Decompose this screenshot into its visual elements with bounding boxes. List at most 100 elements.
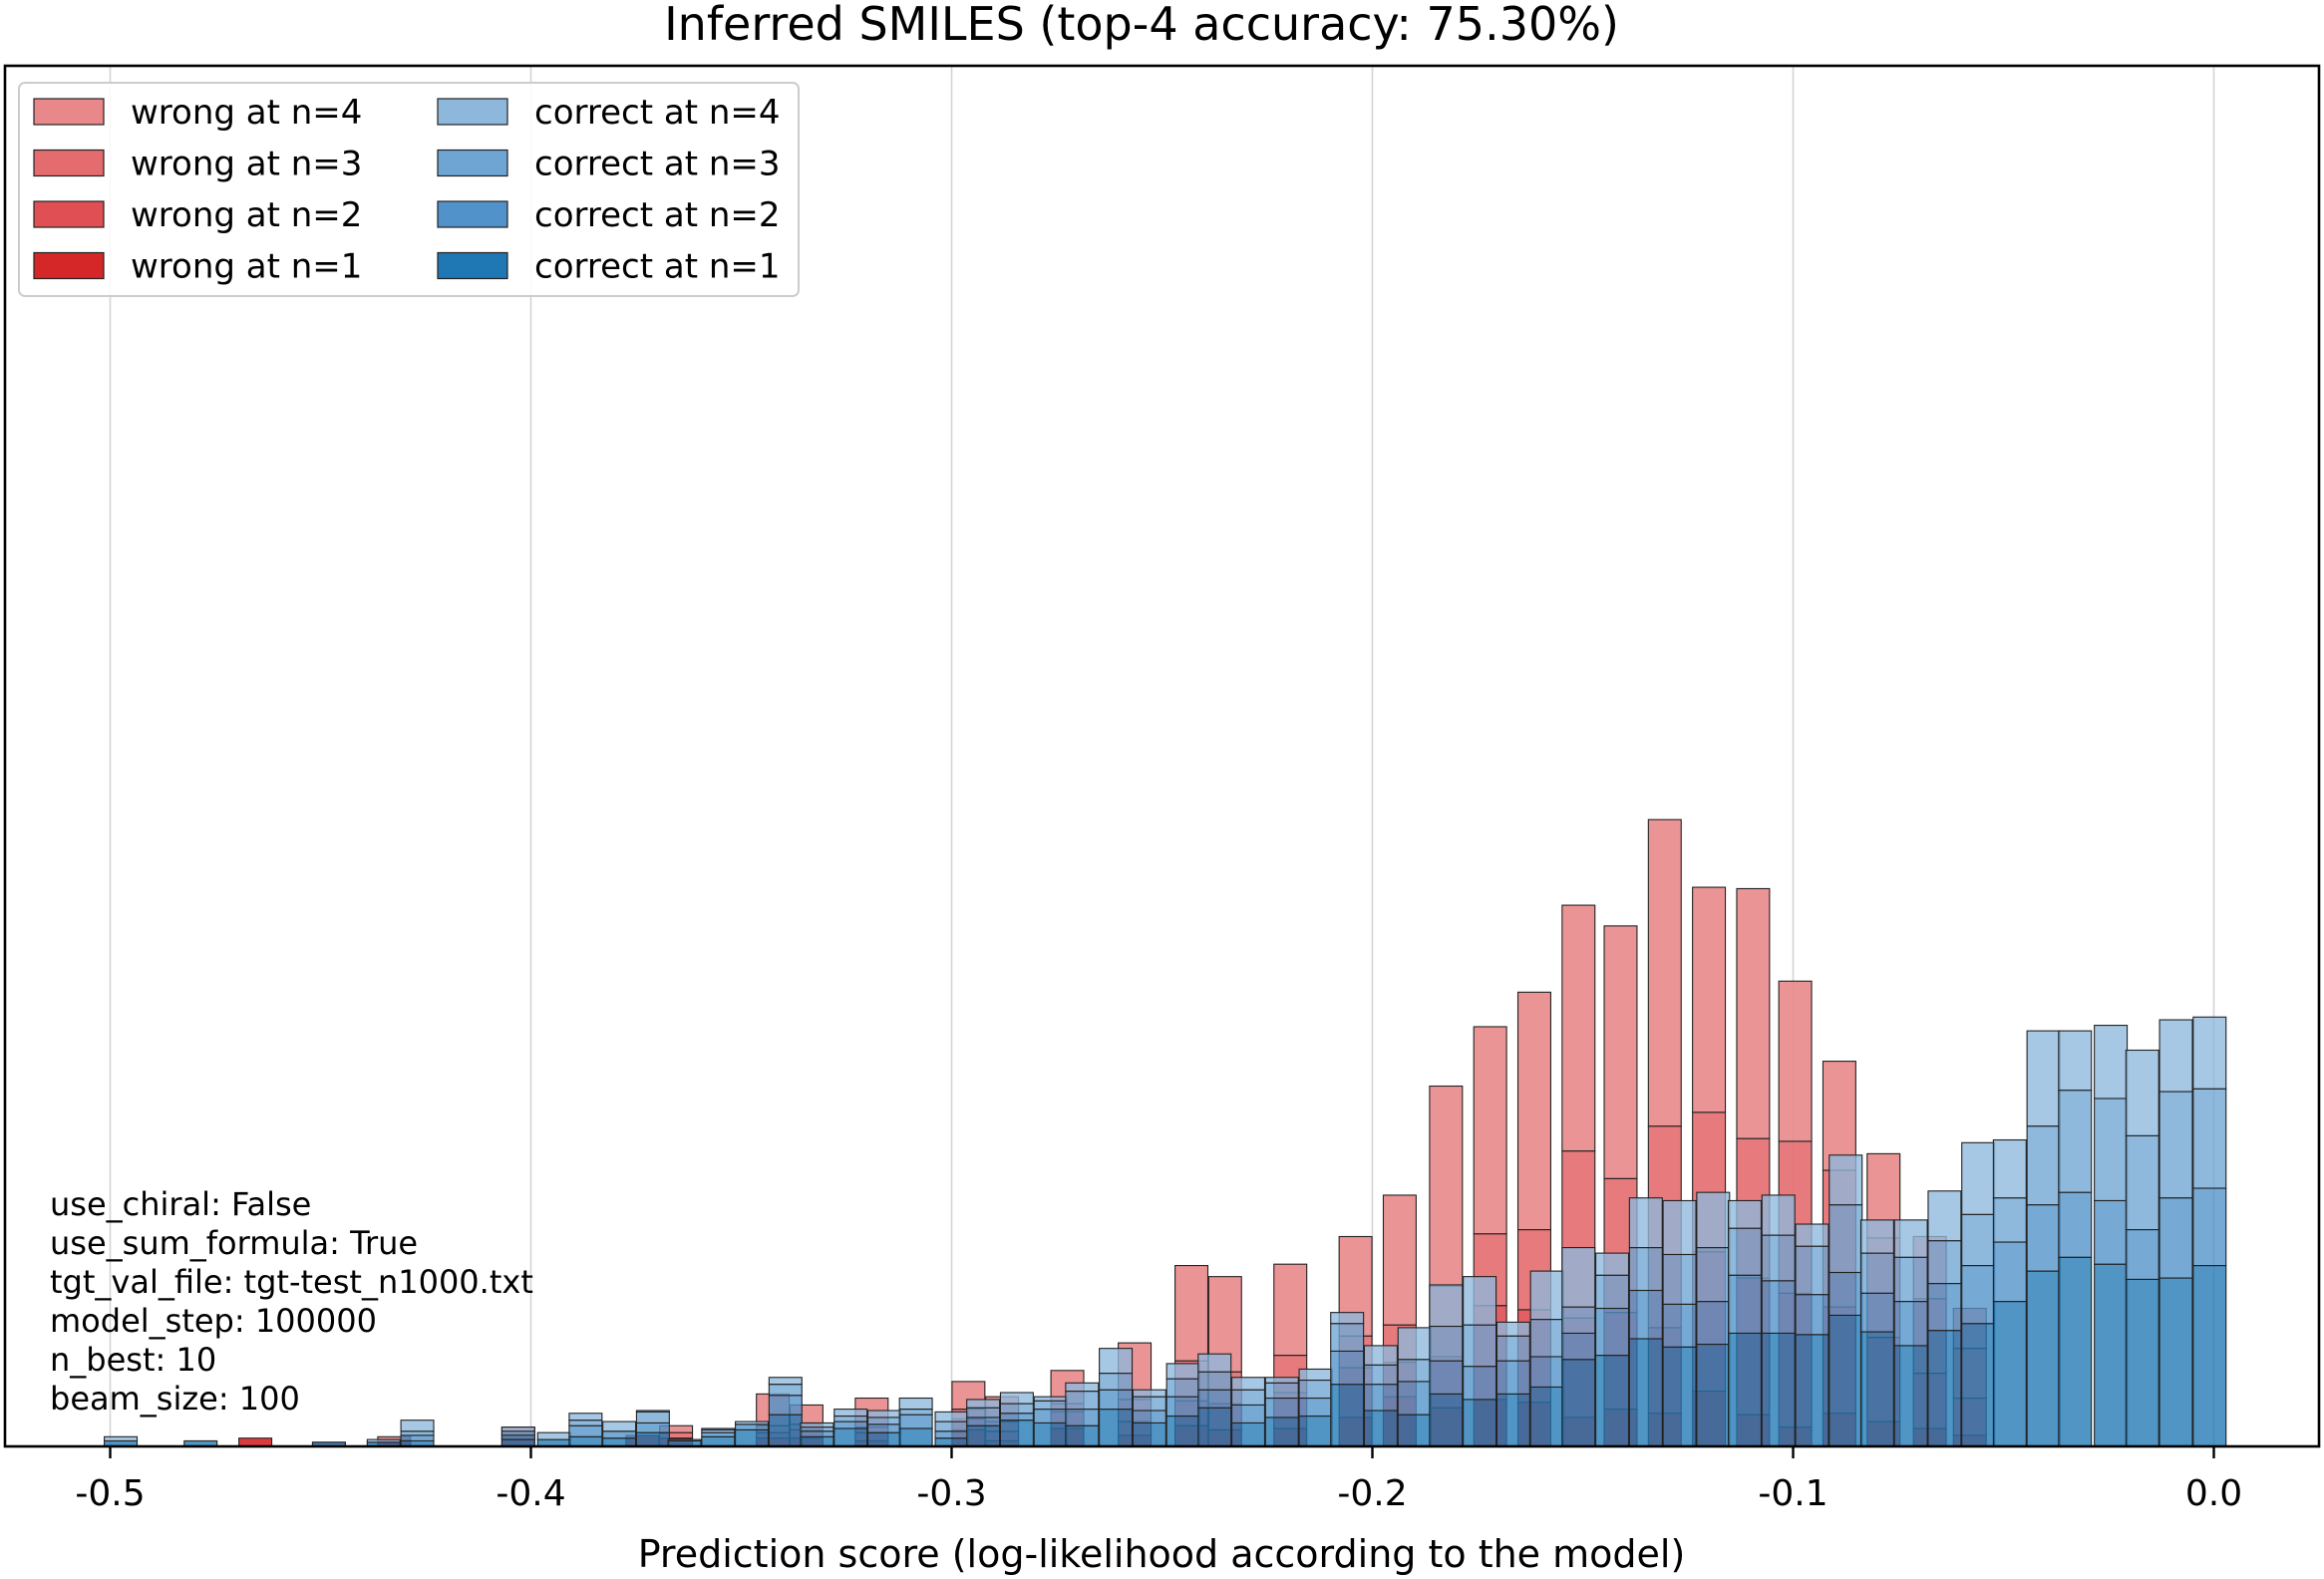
wrong-bar-n4 [1736, 887, 1771, 1139]
correct-bar-n1 [1363, 1410, 1398, 1447]
legend-swatch [437, 200, 508, 228]
correct-bar-n3 [2058, 1090, 2093, 1193]
correct-bar-n2 [2192, 1187, 2227, 1267]
correct-bar-n4 [2026, 1030, 2061, 1127]
correct-bar-n4 [1859, 1219, 1894, 1254]
correct-bar-n4 [1628, 1197, 1663, 1249]
correct-bar-n3 [1099, 1373, 1134, 1391]
correct-bars [104, 1016, 2227, 1447]
correct-bar-n2 [1363, 1384, 1398, 1412]
correct-bar-n4 [1264, 1377, 1299, 1384]
correct-bar-n3 [934, 1421, 969, 1432]
correct-bar-n4 [1197, 1353, 1232, 1373]
correct-bar-n4 [2158, 1019, 2193, 1093]
correct-bar-n3 [800, 1426, 834, 1432]
correct-bar-n4 [1033, 1396, 1068, 1402]
correct-bar-n4 [701, 1427, 736, 1430]
correct-bar-n1 [1561, 1359, 1596, 1447]
correct-bar-n2 [1893, 1301, 1928, 1347]
correct-bar-n1 [1429, 1393, 1464, 1447]
correct-bar-n1 [2125, 1278, 2159, 1447]
correct-bar-n4 [1132, 1389, 1166, 1398]
correct-bar-n4 [1595, 1252, 1630, 1276]
correct-bar-n2 [1463, 1366, 1497, 1401]
correct-bar-n2 [1065, 1409, 1100, 1426]
legend-frame [18, 82, 800, 297]
correct-bar-n1 [1828, 1314, 1863, 1447]
correct-bar-n1 [2026, 1270, 2061, 1447]
correct-bar-n4 [1961, 1141, 1996, 1215]
wrong-bar-n4 [1778, 980, 1813, 1142]
correct-bar-n3 [1231, 1389, 1266, 1406]
correct-bar-n4 [934, 1411, 969, 1422]
correct-bar-n2 [1992, 1241, 2027, 1303]
info-line: beam_size: 100 [50, 1380, 300, 1418]
correct-bar-n3 [1264, 1382, 1299, 1400]
correct-bar-n1 [1463, 1399, 1497, 1447]
correct-bar-n3 [568, 1420, 603, 1426]
correct-bar-n3 [635, 1411, 670, 1424]
correct-bar-n3 [1893, 1256, 1928, 1303]
correct-bar-n3 [1595, 1274, 1630, 1310]
correct-bar-n2 [2125, 1229, 2159, 1280]
correct-bar-n2 [1264, 1397, 1299, 1419]
wrong-bar-n4 [1473, 1026, 1507, 1235]
correct-bar-n4 [1992, 1138, 2027, 1199]
correct-bar-n4 [1795, 1223, 1829, 1247]
correct-bar-n2 [1099, 1389, 1134, 1411]
correct-bar-n4 [2094, 1025, 2129, 1100]
correct-bar-n1 [800, 1435, 834, 1447]
correct-bar-n1 [1893, 1345, 1928, 1447]
correct-bar-n1 [1992, 1301, 2027, 1447]
correct-bar-n4 [1828, 1154, 1863, 1206]
correct-bar-n1 [1298, 1415, 1333, 1447]
correct-bar-n3 [999, 1403, 1034, 1415]
correct-bar-n1 [1197, 1407, 1232, 1447]
correct-bar-n2 [1628, 1289, 1663, 1340]
legend-label: wrong at n=1 [131, 247, 362, 287]
correct-bar-n3 [1696, 1247, 1731, 1303]
correct-bar-n1 [568, 1435, 603, 1447]
correct-bar-n3 [2192, 1088, 2227, 1189]
correct-bar-n3 [1795, 1245, 1829, 1296]
correct-bar-n1 [966, 1424, 1001, 1447]
correct-bar-n1 [1628, 1338, 1663, 1447]
x-tick-label: -0.5 [75, 1473, 145, 1514]
correct-bar-n2 [701, 1431, 736, 1437]
correct-bar-n1 [999, 1420, 1034, 1447]
correct-bar-n2 [1662, 1303, 1697, 1348]
correct-bar-n2 [1795, 1294, 1829, 1336]
correct-bar-n4 [1463, 1276, 1497, 1326]
correct-bar-n4 [833, 1409, 868, 1418]
correct-bar-n4 [2192, 1016, 2227, 1090]
correct-bar-n1 [735, 1428, 770, 1447]
legend-swatch [33, 200, 105, 228]
correct-bar-n2 [1595, 1307, 1630, 1357]
wrong-bar-n4 [1647, 818, 1682, 1127]
correct-bar-n1 [833, 1427, 868, 1447]
correct-bar-n4 [966, 1399, 1001, 1409]
correct-bar-n3 [1132, 1396, 1166, 1412]
legend-swatch [437, 98, 508, 126]
correct-bar-n4 [1330, 1312, 1365, 1325]
correct-bar-n1 [1927, 1330, 1962, 1447]
correct-bar-n4 [1165, 1363, 1200, 1380]
info-line: model_step: 100000 [50, 1302, 377, 1340]
wrong-bar-n4 [1382, 1194, 1417, 1326]
correct-bar-n4 [1298, 1368, 1333, 1382]
correct-bar-n1 [898, 1427, 933, 1447]
x-tick-label: -0.4 [496, 1473, 565, 1514]
correct-bar-n2 [602, 1430, 637, 1439]
correct-bar-n3 [1463, 1324, 1497, 1368]
legend-label: wrong at n=4 [131, 93, 362, 133]
correct-bar-n1 [1859, 1331, 1894, 1447]
correct-bar-n4 [1529, 1270, 1564, 1321]
correct-bar-n4 [602, 1421, 637, 1432]
correct-bar-n3 [1662, 1253, 1697, 1305]
correct-bar-n4 [1696, 1191, 1731, 1249]
correct-bar-n1 [2158, 1277, 2193, 1447]
correct-bar-n2 [2058, 1191, 2093, 1258]
correct-bar-n4 [536, 1431, 571, 1440]
correct-bar-n3 [1429, 1325, 1464, 1362]
